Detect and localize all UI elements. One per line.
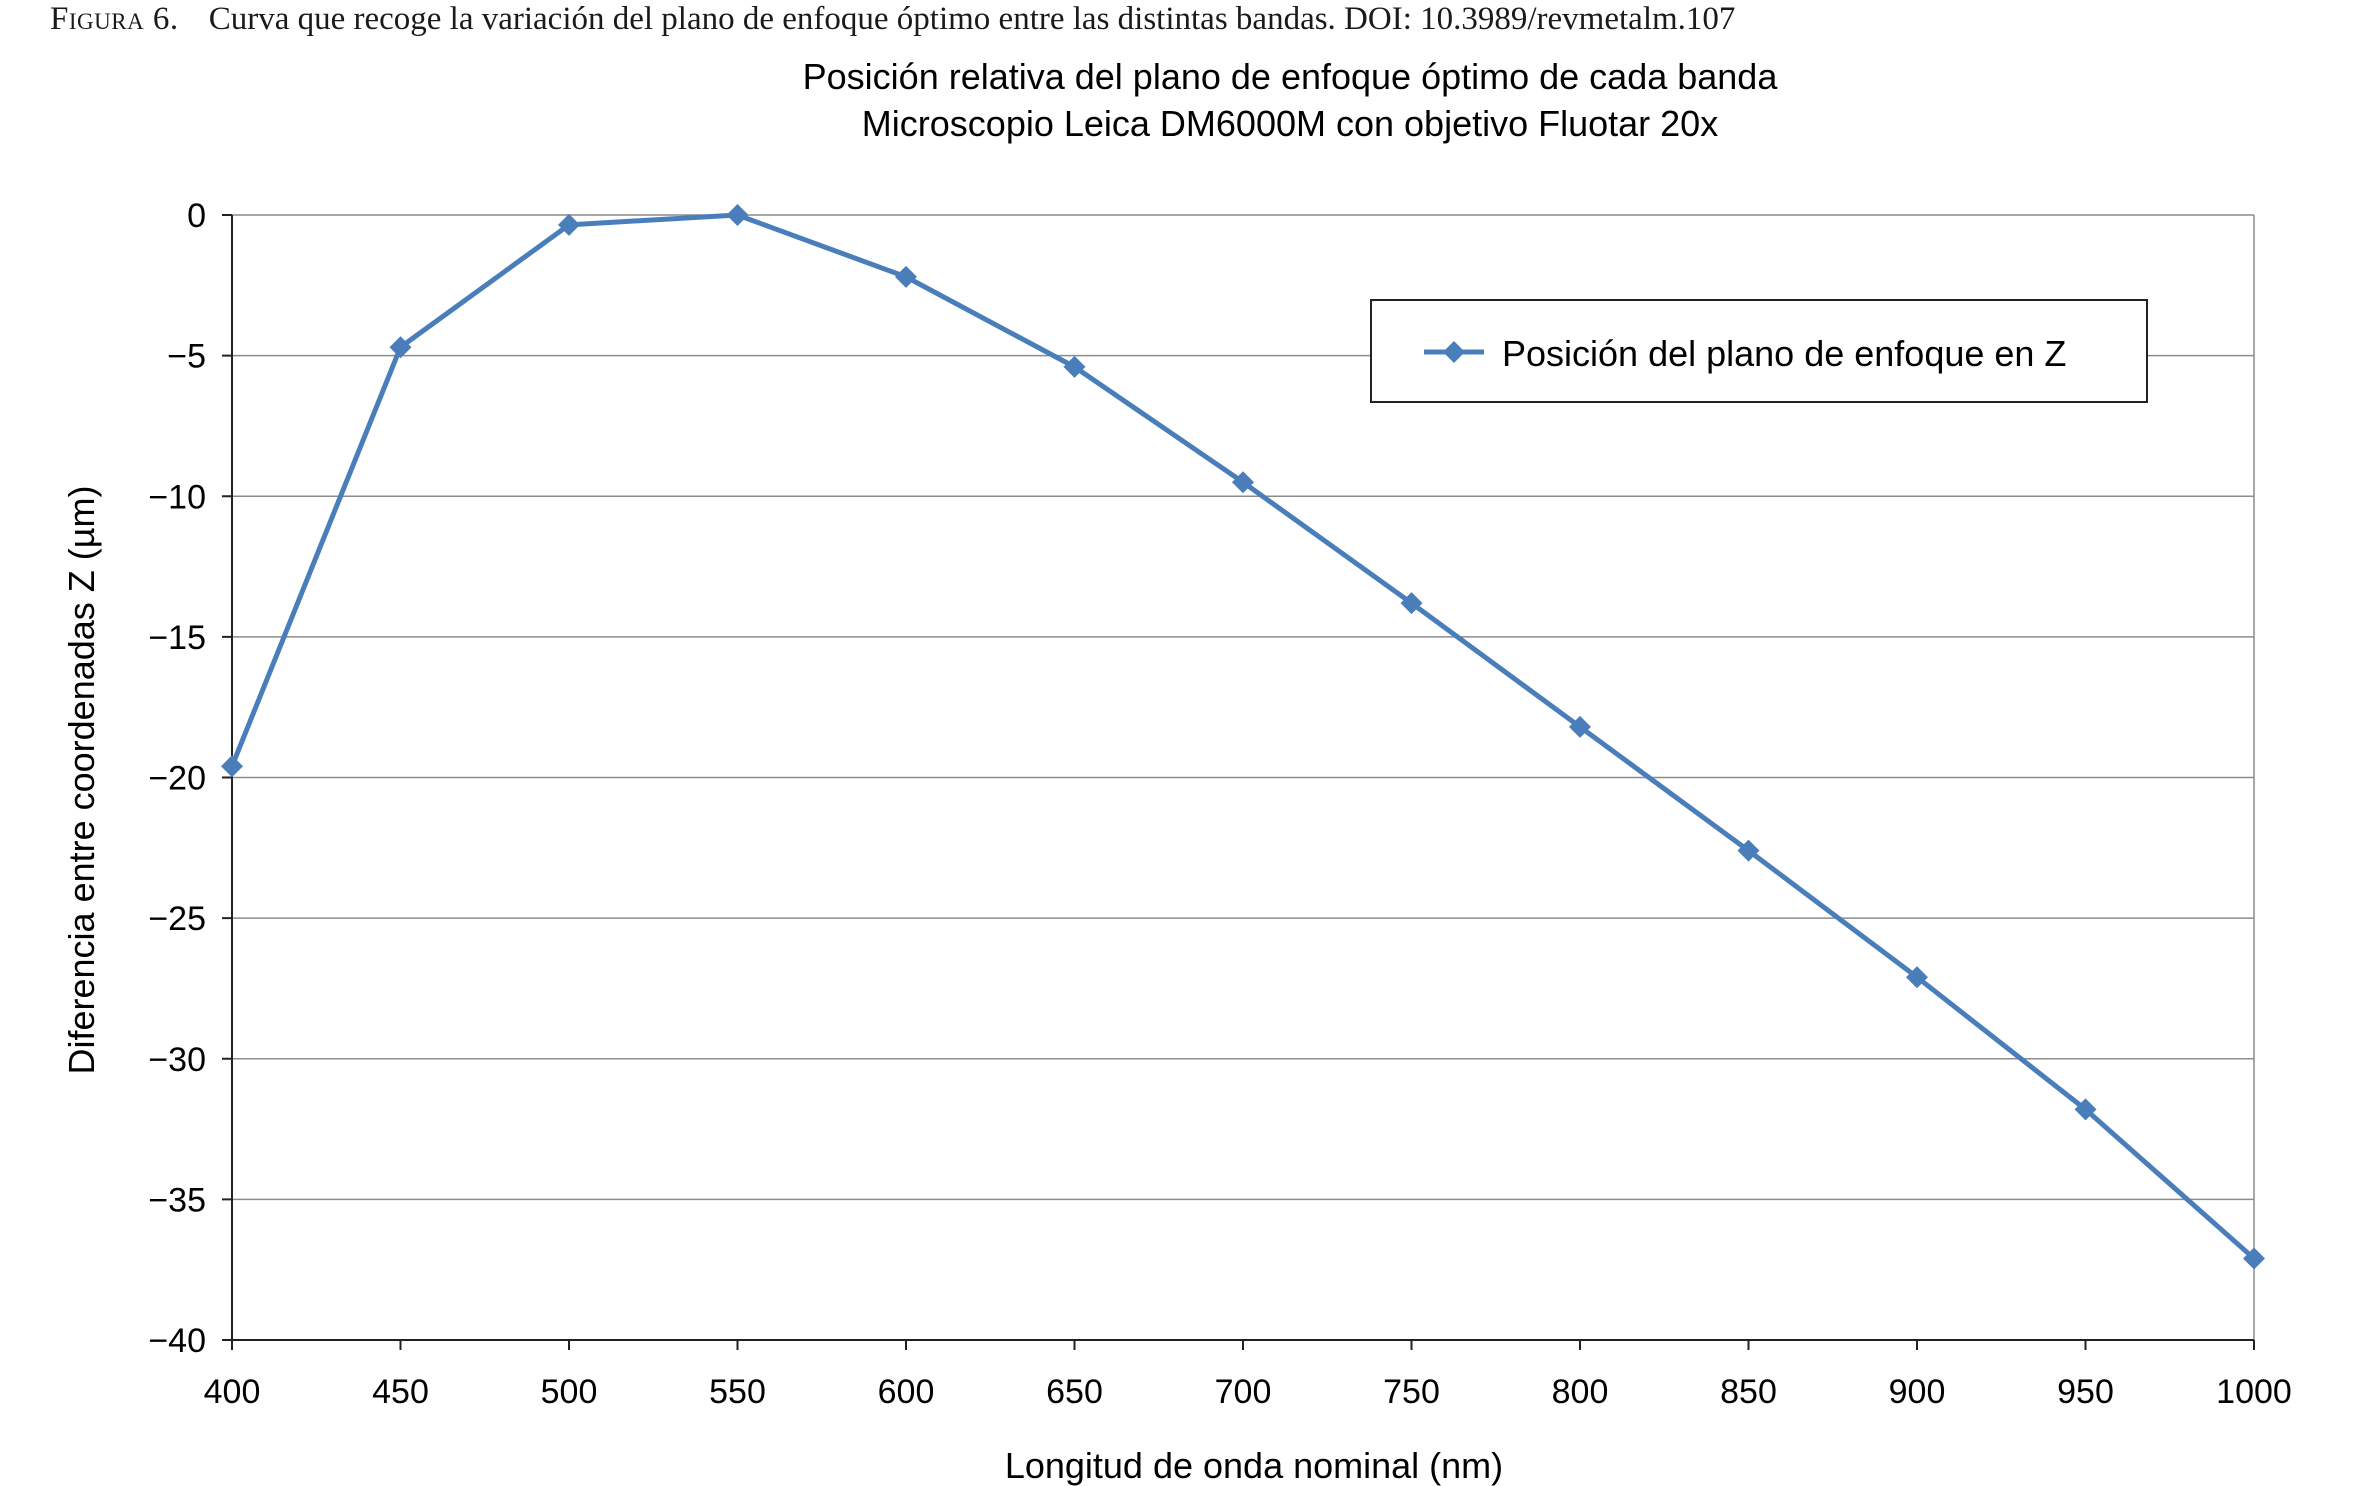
data-point	[1569, 715, 1591, 738]
data-point	[1906, 966, 1928, 989]
y-axis-ticks: 0 −5 −10 −15 −20 −25 −30 −35 −40	[148, 197, 232, 1360]
x-tick-label: 550	[709, 1373, 766, 1411]
figure-caption: Figura 6. Curva que recoge la variación d…	[50, 0, 2350, 38]
y-tick-label: 0	[187, 197, 206, 235]
y-tick-label: −25	[148, 900, 206, 938]
x-tick-label: 500	[541, 1373, 598, 1411]
y-tick-label: −5	[167, 338, 206, 376]
x-axis-ticks: 400 450 500 550 600 650 700 750 800 850 900 950 1000	[204, 1340, 2292, 1411]
chart-title: Posición relativa del plano de enfoque ó…	[803, 56, 1779, 97]
y-axis-label: Diferencia entre coordenadas Z (µm)	[61, 486, 102, 1075]
data-point	[558, 213, 580, 236]
figure-label: Figura 6.	[50, 1, 179, 37]
x-tick-label: 850	[1720, 1373, 1777, 1411]
x-tick-label: 950	[2057, 1373, 2114, 1411]
data-point	[221, 755, 243, 778]
y-tick-label: −40	[148, 1322, 206, 1360]
data-point	[1737, 839, 1760, 862]
x-axis-label: Longitud de onda nominal (nm)	[1005, 1445, 1503, 1486]
legend-series-label: Posición del plano de enfoque en Z	[1502, 333, 2066, 374]
x-tick-label: 700	[1215, 1373, 1272, 1411]
legend-marker-icon	[1443, 341, 1465, 363]
gridlines	[232, 214, 2254, 1341]
y-tick-label: −30	[148, 1041, 206, 1079]
x-tick-label: 800	[1552, 1373, 1609, 1411]
data-point	[1063, 355, 1086, 378]
series-layer	[221, 204, 2265, 1270]
data-point	[895, 265, 917, 288]
x-tick-label: 1000	[2216, 1373, 2292, 1411]
data-point	[2074, 1098, 2097, 1121]
data-point	[2243, 1247, 2265, 1270]
legend-box	[1370, 299, 2148, 403]
data-point	[1232, 471, 1254, 494]
x-tick-label: 750	[1383, 1373, 1440, 1411]
legend: Posición del plano de enfoque en Z	[1370, 299, 2148, 403]
x-tick-label: 600	[878, 1373, 935, 1411]
y-tick-label: −35	[148, 1181, 206, 1219]
x-tick-label: 450	[372, 1373, 429, 1411]
y-tick-label: −15	[148, 619, 206, 657]
x-tick-label: 650	[1046, 1373, 1103, 1411]
x-tick-label: 900	[1889, 1373, 1946, 1411]
x-tick-label: 400	[204, 1373, 261, 1411]
y-tick-label: −10	[148, 478, 206, 516]
data-point	[726, 204, 749, 226]
data-point	[389, 336, 412, 359]
caption-text: Curva que recoge la variación del plano …	[208, 1, 1736, 37]
y-tick-label: −20	[148, 760, 206, 798]
chart-subtitle: Microscopio Leica DM6000M con objetivo F…	[862, 103, 1718, 144]
data-point	[1400, 592, 1423, 615]
